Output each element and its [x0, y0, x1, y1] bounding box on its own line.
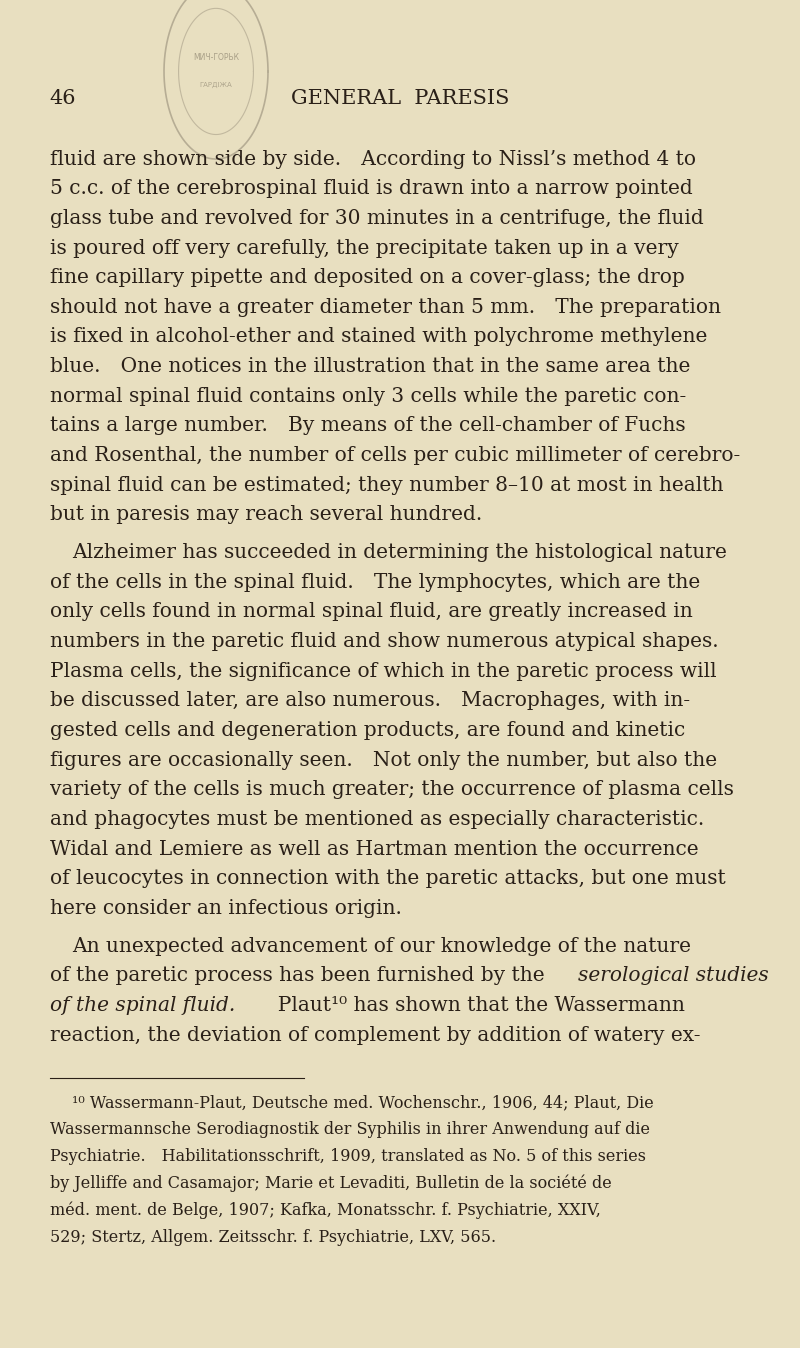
Text: only cells found in normal spinal fluid, are greatly increased in: only cells found in normal spinal fluid,… — [50, 603, 692, 621]
Text: should not have a greater diameter than 5 mm. The preparation: should not have a greater diameter than … — [50, 298, 721, 317]
Text: gested cells and degeneration products, are found and kinetic: gested cells and degeneration products, … — [50, 721, 685, 740]
Text: Alzheimer has succeeded in determining the histological nature: Alzheimer has succeeded in determining t… — [72, 543, 727, 562]
Text: Widal and Lemiere as well as Hartman mention the occurrence: Widal and Lemiere as well as Hartman men… — [50, 840, 698, 859]
Text: of the cells in the spinal fluid. The lymphocytes, which are the: of the cells in the spinal fluid. The ly… — [50, 573, 700, 592]
Text: МИЧ-ГОРЬК: МИЧ-ГОРЬК — [193, 54, 239, 62]
Text: 529; Stertz, Allgem. Zeitsschr. f. Psychiatrie, LXV, 565.: 529; Stertz, Allgem. Zeitsschr. f. Psych… — [50, 1229, 496, 1246]
Text: reaction, the deviation of complement by addition of watery ex-: reaction, the deviation of complement by… — [50, 1026, 700, 1045]
Text: and phagocytes must be mentioned as especially characteristic.: and phagocytes must be mentioned as espe… — [50, 810, 704, 829]
Text: fine capillary pipette and deposited on a cover-glass; the drop: fine capillary pipette and deposited on … — [50, 268, 684, 287]
Text: serological studies: serological studies — [578, 967, 769, 985]
Text: is fixed in alcohol-ether and stained with polychrome methylene: is fixed in alcohol-ether and stained wi… — [50, 328, 707, 346]
Text: glass tube and revolved for 30 minutes in a centrifuge, the fluid: glass tube and revolved for 30 minutes i… — [50, 209, 703, 228]
Text: Psychiatrie. Habilitationsschrift, 1909, translated as No. 5 of this series: Psychiatrie. Habilitationsschrift, 1909,… — [50, 1148, 646, 1165]
Text: tains a large number. By means of the cell-chamber of Fuchs: tains a large number. By means of the ce… — [50, 417, 686, 435]
Text: ГАРДІЖА: ГАРДІЖА — [200, 82, 232, 88]
Text: Plaut¹⁰ has shown that the Wassermann: Plaut¹⁰ has shown that the Wassermann — [266, 996, 685, 1015]
Text: 46: 46 — [50, 89, 76, 108]
Text: Plasma cells, the significance of which in the paretic process will: Plasma cells, the significance of which … — [50, 662, 716, 681]
Text: of the paretic process has been furnished by the: of the paretic process has been furnishe… — [50, 967, 550, 985]
Text: by Jelliffe and Casamajor; Marie et Levaditi, Bulletin de la société de: by Jelliffe and Casamajor; Marie et Leva… — [50, 1175, 611, 1192]
Text: numbers in the paretic fluid and show numerous atypical shapes.: numbers in the paretic fluid and show nu… — [50, 632, 718, 651]
Text: is poured off very carefully, the precipitate taken up in a very: is poured off very carefully, the precip… — [50, 239, 678, 257]
Text: but in paresis may reach several hundred.: but in paresis may reach several hundred… — [50, 506, 482, 524]
Text: ¹⁰ Wassermann-Plaut, Deutsche med. Wochenschr., 1906, 44; Plaut, Die: ¹⁰ Wassermann-Plaut, Deutsche med. Woche… — [72, 1095, 654, 1111]
Text: blue. One notices in the illustration that in the same area the: blue. One notices in the illustration th… — [50, 357, 690, 376]
Text: here consider an infectious origin.: here consider an infectious origin. — [50, 899, 402, 918]
Text: figures are occasionally seen. Not only the number, but also the: figures are occasionally seen. Not only … — [50, 751, 717, 770]
Text: 5 c.c. of the cerebrospinal fluid is drawn into a narrow pointed: 5 c.c. of the cerebrospinal fluid is dra… — [50, 179, 692, 198]
Text: and Rosenthal, the number of cells per cubic millimeter of cerebro-: and Rosenthal, the number of cells per c… — [50, 446, 740, 465]
Text: spinal fluid can be estimated; they number 8–10 at most in health: spinal fluid can be estimated; they numb… — [50, 476, 723, 495]
Text: of the spinal fluid.: of the spinal fluid. — [50, 996, 235, 1015]
Text: fluid are shown side by side. According to Nissl’s method 4 to: fluid are shown side by side. According … — [50, 150, 696, 168]
Text: be discussed later, are also numerous. Macrophages, with in-: be discussed later, are also numerous. M… — [50, 692, 690, 710]
Text: variety of the cells is much greater; the occurrence of plasma cells: variety of the cells is much greater; th… — [50, 780, 734, 799]
Text: of leucocytes in connection with the paretic attacks, but one must: of leucocytes in connection with the par… — [50, 869, 726, 888]
Text: normal spinal fluid contains only 3 cells while the paretic con-: normal spinal fluid contains only 3 cell… — [50, 387, 686, 406]
Text: méd. ment. de Belge, 1907; Kafka, Monatsschr. f. Psychiatrie, XXIV,: méd. ment. de Belge, 1907; Kafka, Monats… — [50, 1202, 601, 1219]
Text: GENERAL  PARESIS: GENERAL PARESIS — [291, 89, 509, 108]
Text: An unexpected advancement of our knowledge of the nature: An unexpected advancement of our knowled… — [72, 937, 691, 956]
Text: Wassermannsche Serodiagnostik der Syphilis in ihrer Anwendung auf die: Wassermannsche Serodiagnostik der Syphil… — [50, 1122, 650, 1138]
